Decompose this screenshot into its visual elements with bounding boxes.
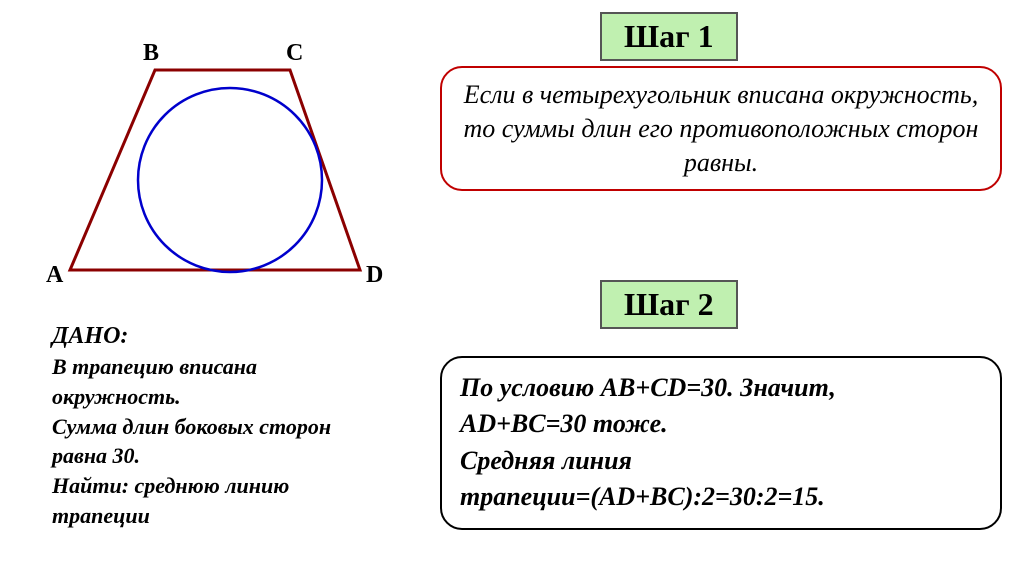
given-block: ДАНО: В трапецию вписана окружность. Сум… <box>52 320 422 531</box>
trapezoid-shape <box>70 70 360 270</box>
given-line-2: окружность. <box>52 382 422 412</box>
solution-line-3: Средняя линия <box>460 443 982 479</box>
step-2-badge: Шаг 2 <box>600 280 738 329</box>
geometry-diagram: A B C D <box>40 40 390 300</box>
solution-line-1: По условию AB+CD=30. Значит, <box>460 370 982 406</box>
inscribed-circle <box>138 88 322 272</box>
vertex-label-a: A <box>46 262 63 289</box>
given-line-1: В трапецию вписана <box>52 352 422 382</box>
given-line-3: Сумма длин боковых сторон <box>52 412 422 442</box>
given-line-4: равна 30. <box>52 441 422 471</box>
diagram-svg <box>40 40 390 300</box>
vertex-label-c: C <box>286 40 303 67</box>
step-2-label: Шаг 2 <box>624 286 714 322</box>
given-line-5: Найти: среднюю линию <box>52 471 422 501</box>
given-title: ДАНО: <box>52 320 422 352</box>
vertex-label-b: B <box>143 40 159 67</box>
solution-line-4: трапеции=(AD+BC):2=30:2=15. <box>460 479 982 515</box>
given-line-6: трапеции <box>52 501 422 531</box>
theorem-box: Если в четырехугольник вписана окружност… <box>440 66 1002 191</box>
solution-line-2: AD+BC=30 тоже. <box>460 406 982 442</box>
theorem-text: Если в четырехугольник вписана окружност… <box>464 80 979 177</box>
solution-box: По условию AB+CD=30. Значит, AD+BC=30 то… <box>440 356 1002 530</box>
vertex-label-d: D <box>366 262 383 289</box>
step-1-badge: Шаг 1 <box>600 12 738 61</box>
step-1-label: Шаг 1 <box>624 18 714 54</box>
